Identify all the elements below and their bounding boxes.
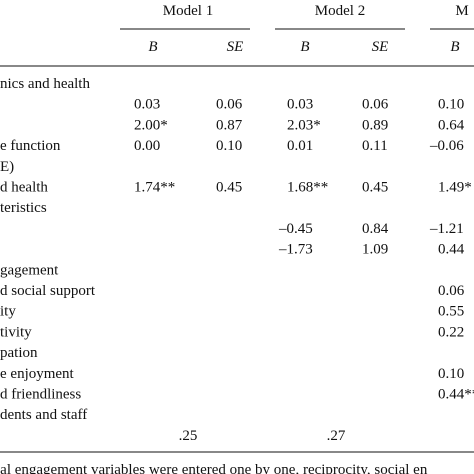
cell: –0.06 [429, 138, 464, 154]
cell: 2.00* [134, 117, 168, 133]
row-label: d social support [0, 283, 96, 299]
model-header: Model 2 [315, 3, 365, 19]
cell: 0.03 [287, 97, 313, 113]
cell: 0.84 [362, 221, 389, 237]
cell: 0.45 [362, 180, 388, 196]
cell: 0.87 [216, 117, 243, 133]
cell: 1.68** [287, 180, 328, 196]
row-label: e function [0, 138, 61, 154]
row-label: dents and staff [0, 407, 87, 423]
r2-value: .27 [327, 428, 346, 444]
cell: 0.11 [362, 138, 388, 154]
row-label: teristics [0, 200, 47, 216]
row-label: gagement [0, 262, 59, 278]
cell: 0.01 [287, 138, 313, 154]
column-header: B [450, 39, 459, 55]
row-label: d friendliness [0, 387, 81, 403]
cell: 1.09 [362, 242, 388, 258]
r2-value: .25 [179, 428, 198, 444]
cell: 0.64 [438, 117, 465, 133]
column-header: SE [227, 39, 244, 55]
row-label: nics and health [0, 76, 90, 92]
cell: 2.03* [287, 117, 321, 133]
row-label: e enjoyment [0, 366, 75, 382]
column-header: B [148, 39, 157, 55]
cell: 0.10 [216, 138, 242, 154]
cell: 0.55 [438, 304, 464, 320]
footnote: ial engagement variables were entered on… [0, 462, 428, 474]
cell: –1.21 [429, 221, 464, 237]
cell: 0.10 [438, 366, 464, 382]
column-header: SE [372, 39, 389, 55]
cell: 0.03 [134, 97, 160, 113]
cell: 0.22 [438, 324, 464, 340]
cell: 0.10 [438, 97, 464, 113]
row-label: E) [0, 159, 14, 175]
model-header: M [455, 3, 468, 19]
row-label: ity [0, 304, 16, 320]
cell: 0.06 [438, 283, 465, 299]
cell: 0.06 [216, 97, 243, 113]
model-header: Model 1 [163, 3, 213, 19]
cell: 1.74** [134, 180, 175, 196]
cell: 0.44** [438, 387, 474, 403]
cell: 0.44 [438, 242, 465, 258]
cell: 0.06 [362, 97, 389, 113]
column-header: B [300, 39, 309, 55]
row-label: pation [0, 345, 38, 361]
row-label: tivity [0, 324, 32, 340]
cell: 0.45 [216, 180, 242, 196]
cell: 0.00 [134, 138, 160, 154]
cell: 0.89 [362, 117, 388, 133]
cell: 1.49* [438, 180, 472, 196]
cell: –1.73 [278, 242, 313, 258]
row-label: d health [0, 180, 48, 196]
cell: –0.45 [278, 221, 313, 237]
